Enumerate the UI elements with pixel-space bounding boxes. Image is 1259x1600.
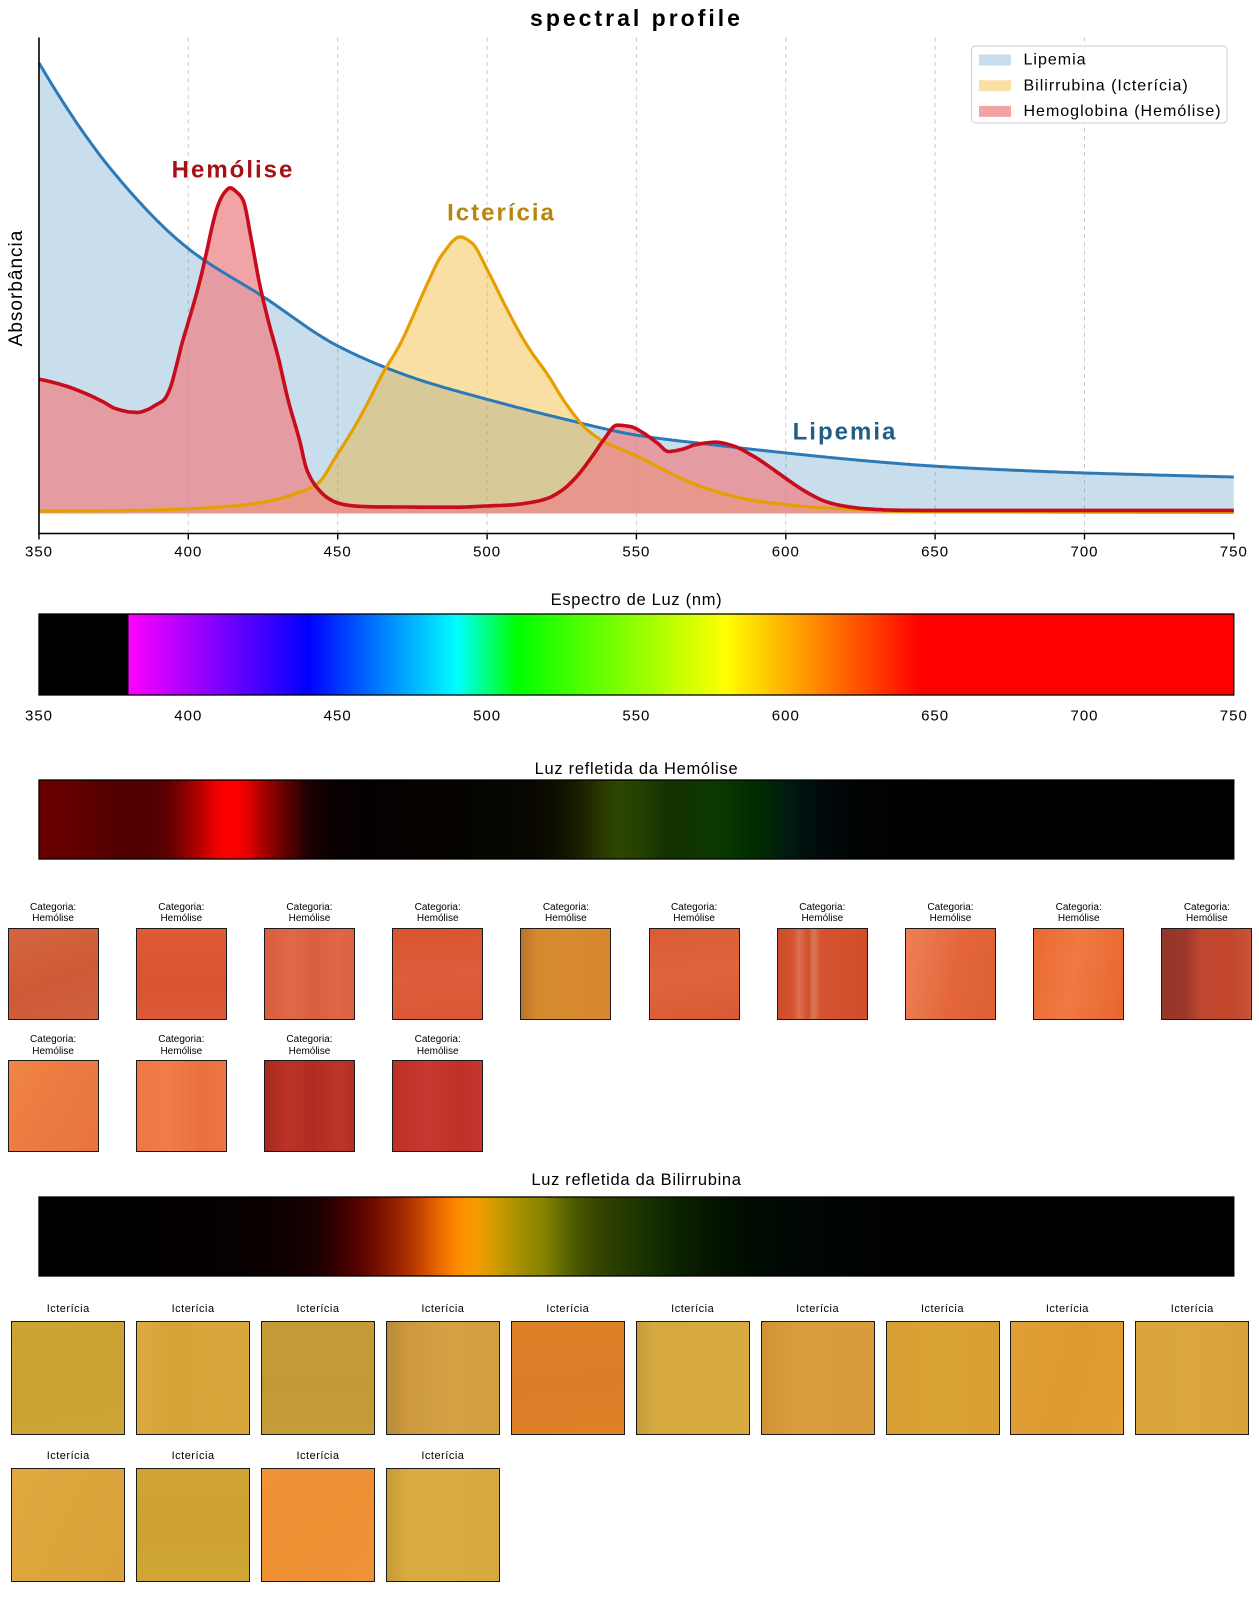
svg-text:700: 700 [1070,708,1098,725]
svg-text:600: 600 [772,544,800,561]
svg-text:600: 600 [772,708,800,725]
svg-text:450: 450 [324,544,352,561]
svg-text:650: 650 [921,544,949,561]
svg-text:500: 500 [473,708,501,725]
svg-text:Icterícia: Icterícia [447,200,556,227]
svg-text:550: 550 [622,708,650,725]
svg-text:550: 550 [622,544,650,561]
svg-text:400: 400 [174,544,202,561]
svg-text:Lipemia: Lipemia [793,419,898,446]
svg-text:Hemólise: Hemólise [172,157,295,184]
svg-text:650: 650 [921,708,949,725]
svg-text:450: 450 [324,708,352,725]
svg-text:750: 750 [1220,544,1248,561]
svg-text:350: 350 [25,544,53,561]
svg-text:350: 350 [25,708,53,725]
svg-text:700: 700 [1070,544,1098,561]
svg-text:Hemoglobina (Hemólise): Hemoglobina (Hemólise) [1024,103,1222,120]
svg-text:500: 500 [473,544,501,561]
svg-text:Absorbância: Absorbância [6,230,27,347]
svg-text:Bilirrubina (Icterícia): Bilirrubina (Icterícia) [1024,77,1189,94]
svg-text:750: 750 [1220,708,1248,725]
svg-text:400: 400 [174,708,202,725]
svg-text:Lipemia: Lipemia [1024,52,1087,69]
